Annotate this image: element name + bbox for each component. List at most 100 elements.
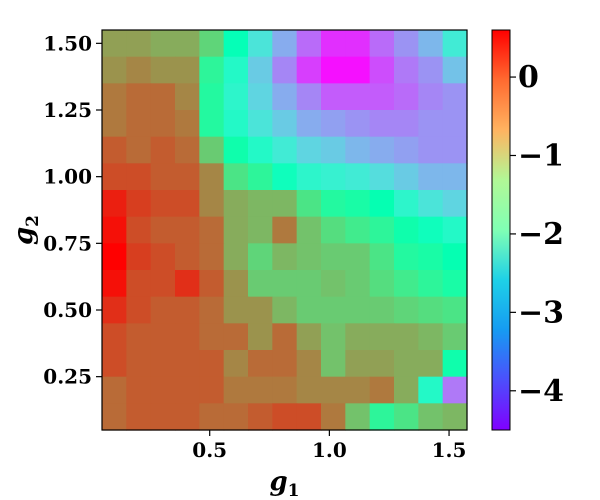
- heatmap-cell: [150, 83, 176, 111]
- heatmap-cell: [442, 376, 468, 404]
- heatmap-cell: [321, 30, 346, 58]
- heatmap-cell: [296, 163, 322, 191]
- heatmap-cell: [150, 403, 176, 431]
- heatmap-cell: [126, 296, 152, 324]
- heatmap-cell: [442, 243, 468, 271]
- heatmap-cell: [296, 296, 322, 324]
- heatmap-cell: [345, 296, 371, 324]
- heatmap-cell: [126, 403, 152, 431]
- heatmap-cell: [394, 163, 419, 191]
- x-axis-label: g1: [269, 467, 299, 500]
- heatmap-cell: [248, 350, 273, 378]
- heatmap-cell: [175, 83, 200, 111]
- heatmap-cell: [248, 83, 273, 111]
- heatmap-cell: [223, 323, 249, 351]
- heatmap-cell: [150, 216, 176, 244]
- y-tick-label: 0.50: [43, 298, 92, 322]
- heatmap-cell: [199, 190, 225, 218]
- x-tick-label: 0.5: [192, 438, 227, 462]
- heatmap-cell: [442, 323, 468, 351]
- heatmap-cells: [102, 30, 468, 431]
- heatmap-cell: [126, 190, 152, 218]
- colorbar-axis: 0 −1 −2 −3 −4: [510, 60, 564, 409]
- heatmap-cell: [223, 56, 249, 84]
- heatmap-cell: [442, 83, 468, 111]
- heatmap-cell: [223, 136, 249, 164]
- heatmap-cell: [126, 216, 152, 244]
- heatmap-cell: [175, 243, 200, 271]
- heatmap-cell: [272, 350, 298, 378]
- heatmap-cell: [296, 243, 322, 271]
- heatmap-cell: [223, 190, 249, 218]
- heatmap-cell: [126, 163, 152, 191]
- heatmap-cell: [102, 136, 127, 164]
- heatmap-cell: [345, 83, 371, 111]
- heatmap-cell: [321, 243, 346, 271]
- heatmap-cell: [272, 83, 298, 111]
- y-tick-label: 1.50: [43, 31, 92, 55]
- heatmap-cell: [175, 403, 200, 431]
- heatmap-cell: [321, 323, 346, 351]
- heatmap-cell: [442, 190, 468, 218]
- heatmap-cell: [345, 216, 371, 244]
- heatmap-cell: [418, 163, 444, 191]
- heatmap-cell: [345, 270, 371, 298]
- heatmap-cell: [248, 216, 273, 244]
- y-tick-label: 1.25: [43, 98, 92, 122]
- colorbar-tick-label: 0: [518, 60, 539, 95]
- heatmap-cell: [418, 243, 444, 271]
- heatmap-cell: [199, 216, 225, 244]
- heatmap-cell: [199, 163, 225, 191]
- x-axis-title: g1: [269, 467, 299, 500]
- heatmap-cell: [321, 110, 346, 138]
- heatmap-cell: [369, 30, 395, 58]
- heatmap-cell: [369, 243, 395, 271]
- heatmap-cell: [321, 136, 346, 164]
- heatmap-cell: [418, 30, 444, 58]
- heatmap-cell: [369, 403, 395, 431]
- heatmap-cell: [321, 216, 346, 244]
- heatmap-cell: [345, 163, 371, 191]
- heatmap-cell: [248, 30, 273, 58]
- heatmap-cell: [394, 136, 419, 164]
- heatmap-cell: [272, 56, 298, 84]
- heatmap-cell: [150, 110, 176, 138]
- heatmap-cell: [394, 83, 419, 111]
- heatmap-cell: [102, 83, 127, 111]
- heatmap-cell: [321, 270, 346, 298]
- heatmap-cell: [150, 56, 176, 84]
- heatmap-cell: [199, 270, 225, 298]
- heatmap-cell: [296, 30, 322, 58]
- heatmap-cell: [175, 110, 200, 138]
- heatmap-cell: [418, 190, 444, 218]
- heatmap-cell: [150, 243, 176, 271]
- heatmap-cell: [126, 30, 152, 58]
- heatmap-cell: [272, 270, 298, 298]
- heatmap-cell: [369, 270, 395, 298]
- heatmap-cell: [321, 403, 346, 431]
- heatmap-cell: [272, 190, 298, 218]
- heatmap-cell: [345, 136, 371, 164]
- heatmap-cell: [126, 270, 152, 298]
- heatmap-cell: [102, 30, 127, 58]
- y-tick-label: 1.00: [43, 165, 92, 189]
- heatmap-cell: [199, 376, 225, 404]
- heatmap-cell: [296, 403, 322, 431]
- heatmap-cell: [418, 403, 444, 431]
- heatmap-cell: [175, 270, 200, 298]
- heatmap-cell: [345, 30, 371, 58]
- heatmap-cell: [369, 350, 395, 378]
- heatmap-cell: [321, 296, 346, 324]
- heatmap-cell: [296, 83, 322, 111]
- heatmap-cell: [394, 110, 419, 138]
- colorbar-tick-label: −3: [518, 295, 564, 330]
- heatmap-cell: [394, 376, 419, 404]
- heatmap-cell: [199, 296, 225, 324]
- heatmap-cell: [223, 376, 249, 404]
- heatmap-cell: [272, 243, 298, 271]
- heatmap-cell: [223, 163, 249, 191]
- heatmap-cell: [442, 270, 468, 298]
- heatmap-cell: [102, 403, 127, 431]
- heatmap-cell: [369, 376, 395, 404]
